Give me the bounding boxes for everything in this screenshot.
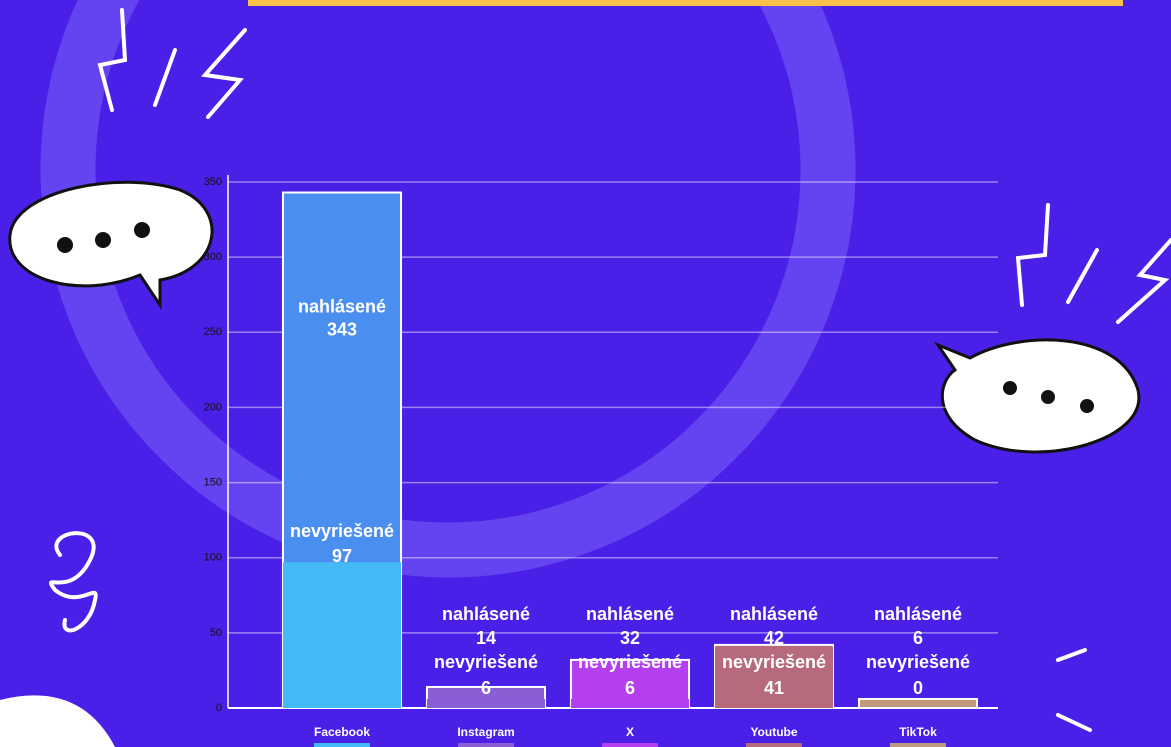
x-tick-label: Facebook — [314, 725, 370, 739]
data-label: 32 — [620, 628, 640, 648]
data-label-name: nevyriešené — [722, 652, 826, 672]
data-label-name: nahlásené — [298, 296, 386, 316]
y-tick-label: 100 — [204, 552, 222, 564]
data-label: 6 — [625, 678, 635, 698]
bar — [859, 699, 977, 708]
y-tick-label: 250 — [204, 326, 222, 338]
data-label: 6 — [481, 678, 491, 698]
category-swatch — [890, 743, 946, 747]
bar — [571, 699, 689, 708]
data-label-name: nevyriešené — [290, 521, 394, 541]
data-label: 343 — [327, 319, 357, 339]
x-tick-label: Instagram — [457, 725, 514, 739]
y-tick-label: 50 — [210, 627, 222, 639]
y-tick-label: 350 — [204, 176, 222, 188]
data-label-name: nevyriešené — [866, 652, 970, 672]
category-swatch — [602, 743, 658, 747]
y-tick-label: 0 — [216, 702, 222, 714]
data-label: 41 — [764, 678, 784, 698]
y-tick-label: 300 — [204, 251, 222, 263]
top-banner — [248, 0, 1123, 6]
data-label-name: nahlásené — [586, 604, 674, 624]
data-label-name: nevyriešené — [578, 652, 682, 672]
data-label: 42 — [764, 628, 784, 648]
x-tick-label: X — [626, 725, 634, 739]
data-label-name: nevyriešené — [434, 652, 538, 672]
data-label-name: nahlásené — [730, 604, 818, 624]
x-tick-label: Youtube — [750, 725, 797, 739]
data-label: 97 — [332, 546, 352, 566]
bar — [283, 562, 401, 708]
y-tick-label: 200 — [204, 401, 222, 413]
data-label: 0 — [913, 678, 923, 698]
data-label: 14 — [476, 628, 496, 648]
category-swatch — [458, 743, 514, 747]
y-tick-label: 150 — [204, 476, 222, 488]
speech-bubble — [938, 340, 1139, 452]
data-label-name: nahlásené — [442, 604, 530, 624]
bar — [427, 699, 545, 708]
category-swatch — [314, 743, 370, 747]
data-label-name: nahlásené — [874, 604, 962, 624]
category-swatch — [746, 743, 802, 747]
x-tick-label: TikTok — [899, 725, 937, 739]
chart: 0 50 100 150 200 250 300 350 nahlásené 343 nevyrie… — [0, 0, 1171, 747]
data-label: 6 — [913, 628, 923, 648]
